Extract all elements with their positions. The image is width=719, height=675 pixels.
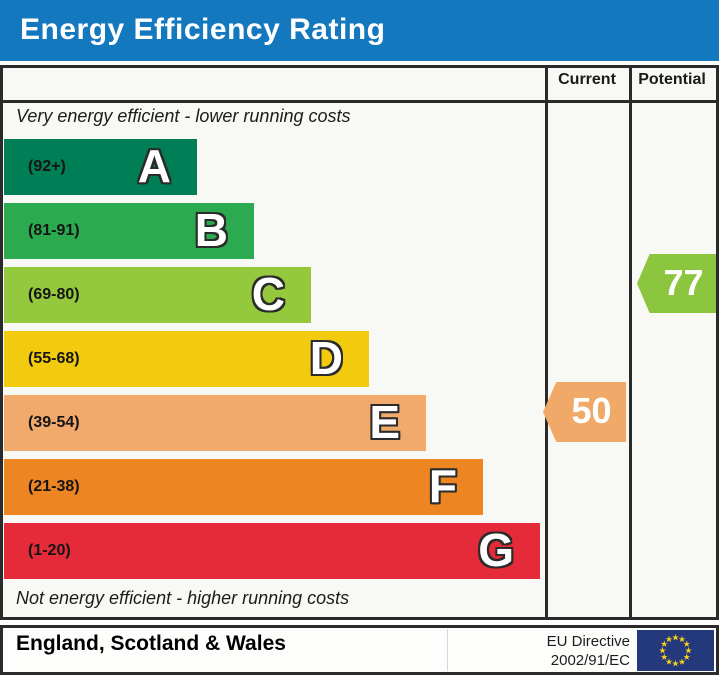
top-note: Very energy efficient - lower running co… [16,106,351,126]
band-letter: D [309,332,343,384]
footer-bar [0,625,719,675]
current-rating-arrow: 50 [543,382,626,442]
band-row-D: (55-68) D [4,331,369,387]
band-row-E: (39-54) E [4,395,426,451]
potential-rating-value: 77 [663,262,704,303]
band-row-B: (81-91) B [4,203,254,259]
title-bar: Energy Efficiency Rating [0,0,719,61]
eu-directive-label: EU Directive 2002/91/EC [495,632,630,670]
band-range-label: (21-38) [28,478,80,495]
current-column-divider [545,65,548,620]
footer-region-label: England, Scotland & Wales [16,632,286,655]
current-rating-value: 50 [571,390,612,431]
band-range-label: (39-54) [28,414,80,431]
band-letter: E [369,396,400,448]
band-range-label: (55-68) [28,350,80,367]
band-row-A: (92+) A [4,139,197,195]
band-range-label: (92+) [28,158,66,175]
eu-directive-line2: 2002/91/EC [550,652,630,669]
bottom-note: Not energy efficient - higher running co… [16,588,350,608]
band-letter: G [478,524,514,576]
band-range-label: (1-20) [28,542,71,559]
eu-flag-icon [637,630,714,671]
current-column-header: Current [558,71,616,88]
band-row-C: (69-80) C [4,267,311,323]
band-letter: F [428,460,457,512]
band-letter: C [251,268,285,320]
band-row-F: (21-38) F [4,459,483,515]
footer-divider-line [447,629,448,671]
band-range-label: (81-91) [28,222,80,239]
potential-column-header: Potential [638,71,706,88]
band-range-label: (69-80) [28,286,80,303]
eu-directive-line1: EU Directive [546,633,630,650]
band-row-G: (1-20) G [4,523,540,579]
page-title: Energy Efficiency Rating [20,13,386,46]
band-letter: B [194,204,228,256]
potential-rating-arrow: 77 [637,254,716,313]
potential-column-divider [629,65,632,620]
header-divider-line [0,100,719,103]
band-letter: A [137,140,171,192]
